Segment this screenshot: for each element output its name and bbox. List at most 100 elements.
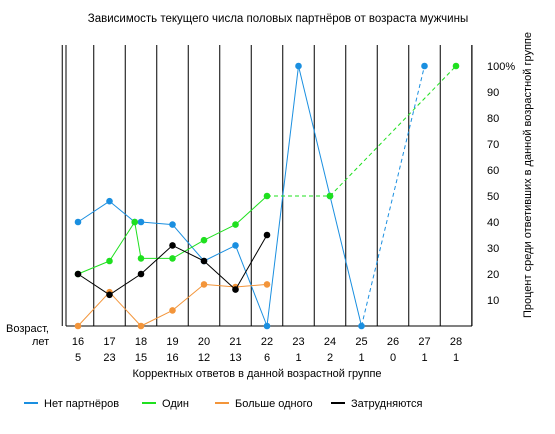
count-label: 15: [135, 352, 147, 364]
series-segment: [140, 221, 173, 226]
count-label: 1: [358, 352, 364, 364]
data-point: [421, 62, 428, 70]
count-label: 6: [264, 352, 270, 364]
count-label: 1: [453, 352, 459, 364]
series-segment: [77, 200, 110, 223]
data-point: [263, 322, 271, 330]
count-label: 0: [390, 352, 396, 364]
series-segment: [109, 200, 136, 223]
legend-label: Затрудняются: [351, 398, 423, 410]
data-point: [106, 257, 113, 265]
series-segment: [172, 244, 205, 262]
data-point: [452, 62, 460, 70]
y-tick-label: 40: [487, 217, 499, 229]
y-axis-ticks: 10 20 30 40 50 60 70 80 90 100%: [487, 61, 515, 307]
series-segment: [77, 273, 110, 296]
series-segment: [134, 221, 142, 259]
data-point: [200, 236, 208, 244]
chart-title: Зависимость текущего числа половых партн…: [88, 13, 468, 25]
series-segment: [172, 224, 205, 262]
x-axis-ticks: 16 17 18 19 20 21 22 23 24 25 26 27 28: [72, 336, 462, 348]
data-point: [169, 307, 176, 314]
y-tick-label: 50: [487, 191, 499, 203]
count-label: 13: [229, 352, 241, 364]
data-point: [263, 231, 271, 239]
x-tick-label: 26: [387, 336, 399, 348]
series-segment: [140, 309, 173, 327]
data-point: [263, 281, 271, 288]
series-segment: [109, 221, 136, 262]
series-segment: [109, 291, 142, 327]
data-point: [74, 218, 82, 226]
data-point: [106, 291, 113, 299]
x-tick-label: 17: [103, 336, 115, 348]
x-tick-label: 16: [72, 336, 84, 348]
data-point: [358, 322, 365, 330]
series-segment: [235, 234, 268, 290]
count-label: 12: [198, 352, 210, 364]
series-segment: [298, 65, 331, 197]
y-tick-label: 70: [487, 139, 499, 151]
series-segment: [77, 260, 110, 275]
count-label: 1: [295, 352, 301, 364]
series-segment: [203, 283, 236, 288]
y-tick-label: 60: [487, 165, 499, 177]
data-point: [232, 286, 239, 293]
series-segment: [329, 195, 362, 327]
y-tick-label: 10: [487, 295, 499, 307]
data-point: [74, 270, 82, 278]
data-point: [169, 221, 176, 228]
x-axis-label: Корректных ответов в данной возрастной г…: [132, 368, 381, 380]
data-point: [295, 62, 302, 70]
legend-label: Больше одного: [235, 398, 313, 410]
data-point: [263, 192, 271, 200]
data-point: [169, 242, 176, 249]
y-tick-label: 100%: [487, 61, 515, 73]
data-point: [74, 322, 82, 330]
data-point: [137, 218, 145, 226]
data-point: [106, 197, 113, 205]
count-label: 2: [327, 352, 333, 364]
data-point: [137, 270, 145, 278]
x-tick-label: 20: [198, 336, 210, 348]
series-segment: [77, 291, 110, 327]
y-tick-label: 20: [487, 269, 499, 281]
x-tick-label: 22: [261, 336, 273, 348]
y-tick-label: 80: [487, 113, 499, 125]
data-point: [137, 255, 145, 262]
series-layer: [74, 62, 460, 330]
y-tick-label: 90: [487, 87, 499, 99]
data-point: [232, 221, 239, 228]
y-axis-label: Процент среди ответивших в данной возрас…: [522, 32, 534, 318]
series-segment: [203, 260, 236, 290]
x-axis-label-line-1: Возраст,: [6, 323, 49, 335]
series-segment: [203, 224, 236, 241]
series-segment: [361, 65, 425, 327]
data-point: [137, 322, 145, 330]
series-segment: [172, 239, 205, 259]
x-tick-label: 24: [324, 336, 336, 348]
legend: Нет партнёров Один Больше одного Затрудняют…: [24, 398, 423, 410]
count-label: 5: [75, 352, 81, 364]
y-tick-label: 30: [487, 243, 499, 255]
count-label: 16: [166, 352, 178, 364]
x-axis-label-line-2: лет: [32, 336, 49, 348]
data-point: [232, 242, 239, 249]
gridlines: [61, 45, 473, 327]
legend-label: Один: [162, 398, 189, 410]
x-tick-label: 27: [418, 336, 430, 348]
series-segment: [235, 195, 268, 225]
series-3: [74, 281, 271, 330]
x-tick-label: 25: [355, 336, 367, 348]
count-tick-labels: 5 23 15 16 12 13 6 1 2 1 0 1 1: [75, 352, 459, 364]
series-segment: [109, 273, 142, 296]
data-point: [200, 257, 208, 265]
series-segment: [172, 284, 205, 311]
x-tick-label: 18: [135, 336, 147, 348]
data-point: [169, 255, 176, 262]
x-tick-label: 23: [292, 336, 304, 348]
data-point: [131, 218, 138, 226]
series-segment: [235, 283, 268, 288]
